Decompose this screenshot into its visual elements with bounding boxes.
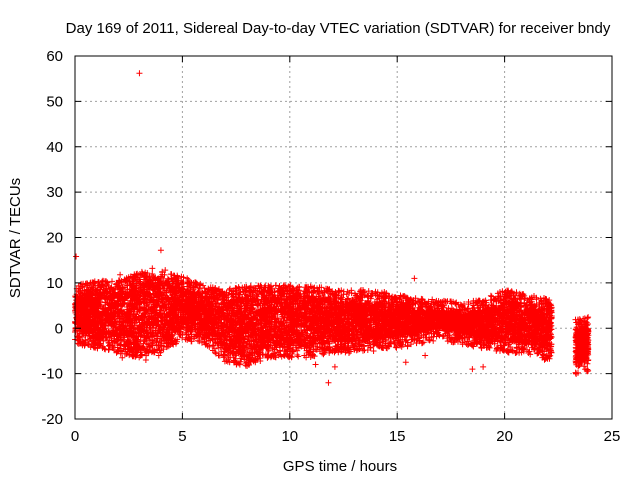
y-tick-label: 10 — [46, 275, 63, 292]
outlier-point — [331, 363, 338, 370]
outlier-point — [340, 291, 347, 298]
y-tick-label: 50 — [46, 93, 63, 110]
y-tick-label: -20 — [41, 411, 63, 428]
x-tick-label: 15 — [389, 428, 406, 445]
outlier-point — [422, 352, 429, 359]
x-tick-label: 10 — [281, 428, 298, 445]
x-tick-label: 5 — [178, 428, 186, 445]
outlier-point — [243, 357, 250, 364]
y-tick-label: 60 — [46, 48, 63, 65]
outlier-point — [411, 275, 418, 282]
outlier-point — [576, 316, 583, 323]
x-tick-label: 0 — [71, 428, 79, 445]
outlier-point — [162, 267, 169, 274]
outlier-point — [488, 293, 495, 300]
outlier-point — [215, 286, 222, 293]
y-tick-label: 30 — [46, 184, 63, 201]
outlier-point — [469, 366, 476, 373]
outlier-point — [439, 298, 446, 305]
outlier-point — [142, 357, 149, 364]
outlier-point — [117, 271, 124, 278]
axis-ticks: 0 5 10 15 20 25 -20 -10 0 10 20 30 40 50 60 — [41, 48, 620, 445]
outlier-point — [312, 361, 319, 368]
x-tick-label: 25 — [604, 428, 621, 445]
y-tick-label: 40 — [46, 139, 63, 156]
outlier-point — [157, 247, 164, 254]
outlier-point — [149, 265, 156, 272]
outlier-point — [226, 359, 233, 366]
outlier-point — [271, 288, 278, 295]
outlier-point — [381, 288, 388, 295]
chart-title: Day 169 of 2011, Sidereal Day-to-day VTE… — [66, 20, 611, 37]
outlier-point — [402, 359, 409, 366]
x-axis-label: GPS time / hours — [283, 458, 397, 475]
outlier-point — [119, 354, 126, 361]
outlier-point — [73, 253, 80, 260]
outlier-point — [136, 70, 143, 77]
x-tick-label: 20 — [496, 428, 513, 445]
y-tick-label: 20 — [46, 230, 63, 247]
outlier-point — [84, 336, 91, 343]
scatter-cloud — [72, 268, 592, 377]
outlier-point — [95, 341, 102, 348]
y-axis-label: SDTVAR / TECUs — [7, 178, 24, 298]
grid-lines — [75, 56, 612, 419]
outlier-point — [581, 336, 588, 343]
y-tick-label: -10 — [41, 366, 63, 383]
outlier-point — [155, 352, 162, 359]
data-points — [72, 70, 592, 386]
y-tick-label: 0 — [55, 320, 63, 337]
outlier-point — [370, 347, 377, 354]
outlier-point — [480, 363, 487, 370]
outlier-point — [325, 379, 332, 386]
